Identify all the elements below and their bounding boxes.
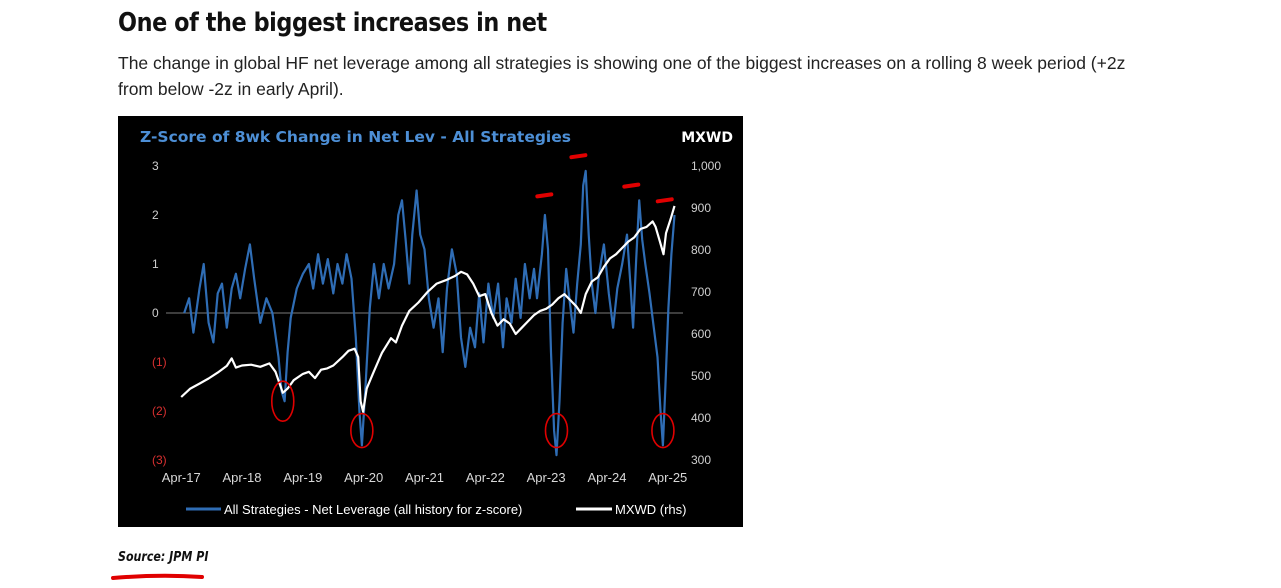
red-dash-annotation [569,153,588,160]
red-circle-annotation [270,380,295,423]
x-tick-label: Apr-23 [527,470,566,485]
right-tick-label: 800 [691,243,711,257]
right-tick-label: 300 [691,453,711,467]
right-tick-label: 500 [691,369,711,383]
series-line-net-leverage-zscore [183,169,676,457]
red-dash-annotation [535,192,554,199]
legend: All Strategies - Net Leverage (all histo… [186,502,687,517]
chart-svg: Z-Score of 8wk Change in Net Lev - All S… [140,128,733,517]
series-line-mxwd [180,205,676,413]
left-tick-label: (3) [152,453,167,467]
x-tick-label: Apr-17 [162,470,201,485]
series-layer [180,169,676,457]
right-axis: 1,000 900 800 700 600 500 400 300 [691,159,721,467]
left-tick-label: 3 [152,159,159,173]
red-dash-annotation [655,197,674,204]
right-tick-label: 900 [691,201,711,215]
right-tick-label: 700 [691,285,711,299]
left-tick-label: 1 [152,257,159,271]
right-tick-label: 400 [691,411,711,425]
right-tick-label: 1,000 [691,159,721,173]
left-tick-label: 0 [152,306,159,320]
annotation-layer [270,153,675,449]
red-circle-annotation [544,412,569,449]
chart-title: Z-Score of 8wk Change in Net Lev - All S… [140,128,571,146]
x-tick-label: Apr-25 [648,470,687,485]
left-axis: 3 2 1 0 (1) (2) (3) [152,159,167,467]
x-tick-label: Apr-18 [223,470,262,485]
left-tick-label: 2 [152,208,159,222]
right-axis-title: MXWD [681,130,733,146]
article-deck: The change in global HF net leverage amo… [118,53,1126,99]
chart-figure: Z-Score of 8wk Change in Net Lev - All S… [118,116,743,527]
article-headline: One of the biggest increases in net [118,8,547,38]
source-note: Source: JPM PI [118,550,209,565]
x-tick-label: Apr-19 [283,470,322,485]
right-tick-label: 600 [691,327,711,341]
red-dash-annotation [622,182,641,189]
source-underline-mark [111,573,204,580]
x-tick-label: Apr-24 [587,470,626,485]
x-tick-label: Apr-22 [466,470,505,485]
x-axis: Apr-17 Apr-18 Apr-19 Apr-20 Apr-21 Apr-22 Apr-… [162,470,688,485]
left-tick-label: (2) [152,404,167,418]
x-tick-label: Apr-21 [405,470,444,485]
x-tick-label: Apr-20 [344,470,383,485]
legend-label-mxwd: MXWD (rhs) [615,502,687,517]
left-tick-label: (1) [152,355,167,369]
red-circle-annotation [651,412,675,449]
legend-label-zscore: All Strategies - Net Leverage (all histo… [224,502,522,517]
red-circle-annotation [350,412,374,449]
